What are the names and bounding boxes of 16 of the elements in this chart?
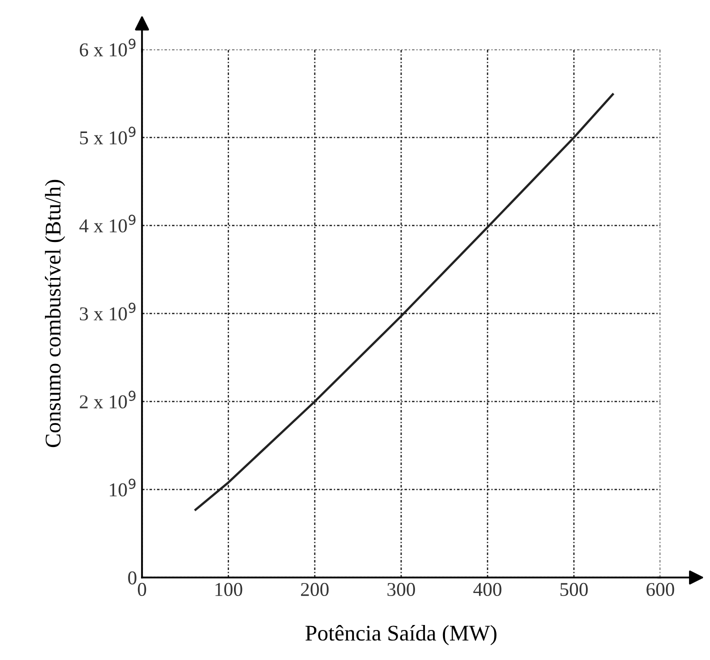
y-tick-label: 10$^{9}$ — [110, 478, 136, 496]
x-tick-label: 0 — [138, 582, 146, 596]
y-tick-label: 4 x 10$^{9}$ — [79, 214, 136, 232]
x-tick-label: 200 — [301, 582, 329, 596]
x-tick-label: 600 — [646, 582, 674, 596]
x-tick-label: 500 — [560, 582, 588, 596]
x-tick-label: 100 — [216, 582, 242, 596]
x-axis-title: Potência Saída (MW) — [306, 624, 496, 646]
y-tick-label: 2 x 10$^{9}$ — [80, 390, 136, 408]
x-tick-label: 300 — [387, 582, 415, 596]
y-tick-label: 0 — [128, 571, 136, 584]
y-axis-title: Consumo combustível (Btu/h) — [44, 180, 66, 448]
y-tick-label: 3 x 10$^{9}$ — [80, 302, 136, 320]
y-tick-label: 6 x 10$^{9}$ — [80, 38, 136, 56]
x-tick-label: 400 — [473, 582, 502, 596]
y-tick-label: 5 x 10$^{9}$ — [80, 126, 136, 144]
